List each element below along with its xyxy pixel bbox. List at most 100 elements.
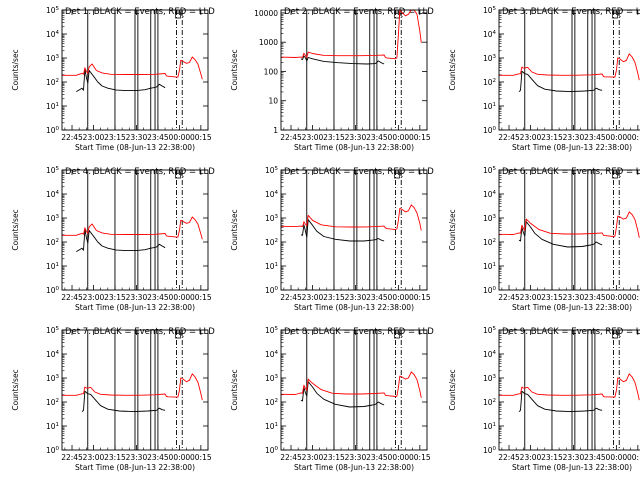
panel-title: Det 5: BLACK = Events, RED = LLD	[284, 167, 434, 177]
x-tick-label: 00:15	[190, 293, 212, 302]
x-tick-label: 23:45	[366, 133, 388, 142]
x-tick-label: 23:45	[584, 453, 606, 462]
y-axis-label: Counts/sec	[11, 209, 20, 250]
y-tick-label: 104	[483, 30, 497, 39]
flag-marker	[394, 171, 403, 179]
plot-frame	[61, 169, 209, 291]
x-tick-label: 23:45	[147, 453, 169, 462]
x-axis-label: Start Time (08-Jun-13 22:38:00)	[294, 463, 414, 472]
y-tick-label: 105	[46, 166, 60, 175]
detector-panel: Det 8: BLACK = Events, RED = LLD Counts/s…	[230, 326, 434, 472]
y-tick-label: 102	[46, 238, 59, 247]
plot-frame	[280, 169, 428, 291]
x-tick-label: 00:00	[388, 133, 410, 142]
y-tick-label: 105	[483, 166, 497, 175]
y-tick-label: 103	[46, 214, 60, 223]
y-tick-label: 105	[483, 6, 497, 15]
series-line-lld	[280, 9, 422, 60]
y-tick-label: 1000	[259, 38, 278, 47]
plot-frame	[61, 329, 209, 451]
y-axis-label: Counts/sec	[11, 369, 20, 410]
series-line-events	[518, 70, 603, 93]
x-tick-label: 00:15	[409, 293, 431, 302]
x-tick-label: 23:15	[104, 453, 126, 462]
x-tick-label: 00:00	[606, 133, 628, 142]
x-tick-label: 00:00	[606, 453, 628, 462]
y-tick-label: 105	[46, 6, 60, 15]
y-tick-label: 101	[46, 262, 59, 271]
series-line-events	[76, 69, 166, 92]
y-tick-label: 101	[265, 422, 278, 431]
panel-title: Det 9: BLACK = Events, RED = LLD	[502, 327, 640, 337]
x-tick-label: 00:15	[627, 293, 640, 302]
y-tick-label: 105	[46, 326, 60, 335]
series-line-lld	[280, 371, 422, 398]
series-line-events	[300, 381, 385, 408]
panel-title: Det 1: BLACK = Events, RED = LLD	[65, 7, 215, 17]
x-axis-label: Start Time (08-Jun-13 22:38:00)	[294, 143, 414, 152]
series-line-lld	[499, 373, 640, 401]
y-tick-label: 105	[265, 326, 279, 335]
x-tick-label: 22:45	[280, 133, 302, 142]
flag-marker	[394, 331, 403, 339]
detector-panel: Det 5: BLACK = Events, RED = LLD Counts/s…	[230, 166, 434, 312]
x-tick-label: 00:00	[388, 293, 410, 302]
y-axis-label: Counts/sec	[448, 209, 457, 250]
series-line-events	[518, 390, 603, 413]
x-tick-label: 23:30	[563, 453, 585, 462]
x-tick-label: 23:15	[323, 133, 345, 142]
panel-title: Det 6: BLACK = Events, RED = LLD	[502, 167, 640, 177]
y-tick-label: 10000	[254, 9, 278, 18]
y-tick-label: 102	[265, 398, 278, 407]
x-tick-label: 23:45	[366, 453, 388, 462]
x-tick-label: 23:00	[520, 453, 542, 462]
series-line-lld	[62, 216, 203, 240]
y-tick-label: 104	[46, 190, 60, 199]
x-tick-label: 23:30	[563, 293, 585, 302]
x-tick-label: 00:00	[169, 133, 191, 142]
x-tick-label: 22:45	[61, 293, 83, 302]
y-axis-label: Counts/sec	[230, 49, 239, 90]
y-tick-label: 100	[483, 286, 497, 295]
x-tick-label: 00:15	[627, 133, 640, 142]
x-tick-label: 23:00	[83, 453, 105, 462]
flag-marker	[612, 171, 621, 179]
x-tick-label: 23:00	[302, 133, 324, 142]
plot-frame	[61, 9, 209, 131]
series-line-lld	[499, 53, 640, 81]
x-tick-label: 00:15	[409, 453, 431, 462]
flag-marker	[612, 331, 621, 339]
series-line-lld	[280, 204, 422, 231]
x-tick-label: 23:45	[584, 133, 606, 142]
y-tick-label: 1	[273, 126, 278, 135]
y-tick-label: 103	[483, 374, 497, 383]
detector-panel: Det 6: BLACK = Events, RED = LLD Counts/s…	[448, 166, 640, 312]
x-axis-label: Start Time (08-Jun-13 22:38:00)	[294, 303, 414, 312]
x-tick-label: 23:15	[323, 453, 345, 462]
x-tick-label: 22:45	[280, 293, 302, 302]
x-tick-label: 22:45	[61, 453, 83, 462]
series-line-lld	[498, 211, 640, 238]
y-tick-label: 103	[483, 214, 497, 223]
detector-panel: Det 2: BLACK = Events, RED = LLD Counts/s…	[230, 7, 434, 152]
y-tick-label: 101	[46, 422, 59, 431]
plot-frame	[280, 9, 428, 131]
x-axis-label: Start Time (08-Jun-13 22:38:00)	[75, 303, 195, 312]
y-tick-label: 104	[483, 350, 497, 359]
y-tick-label: 101	[483, 262, 496, 271]
x-axis-label: Start Time (08-Jun-13 22:38:00)	[512, 143, 632, 152]
panel-title: Det 3: BLACK = Events, RED = LLD	[502, 7, 640, 17]
series-line-lld	[62, 373, 203, 401]
series-line-events	[81, 390, 166, 413]
x-tick-label: 00:15	[409, 133, 431, 142]
y-axis-label: Counts/sec	[230, 209, 239, 250]
x-axis-label: Start Time (08-Jun-13 22:38:00)	[512, 303, 632, 312]
plot-frame	[498, 329, 640, 451]
detector-panel: Det 7: BLACK = Events, RED = LLD Counts/s…	[11, 326, 215, 472]
x-tick-label: 00:15	[627, 453, 640, 462]
y-tick-label: 103	[46, 374, 60, 383]
x-tick-label: 22:45	[498, 133, 520, 142]
y-tick-label: 101	[483, 422, 496, 431]
x-tick-label: 23:00	[302, 453, 324, 462]
y-tick-label: 105	[265, 166, 279, 175]
